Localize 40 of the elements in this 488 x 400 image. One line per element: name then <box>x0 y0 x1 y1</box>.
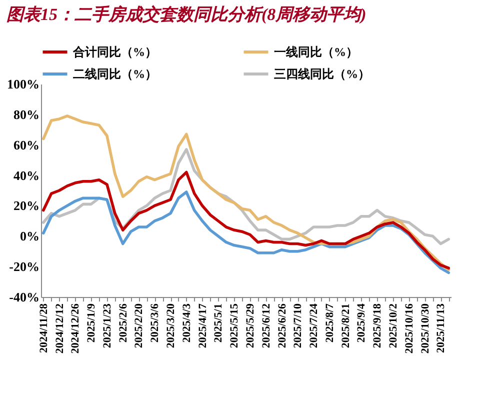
x-tick-label: 2025/1/23 <box>101 303 114 348</box>
x-tick-label: 2025/9/4 <box>356 303 368 343</box>
y-tick-label: 60% <box>14 137 40 152</box>
legend-label: 一线同比（%） <box>274 45 358 59</box>
x-tick-label: 2025/10/2 <box>387 303 400 348</box>
x-tick-label: 2025/4/3 <box>180 303 193 343</box>
x-tick-label: 2025/3/6 <box>149 303 162 343</box>
line-series <box>42 170 450 270</box>
y-tick-label: 20% <box>14 198 40 214</box>
x-tick-label: 2024/11/28 <box>38 303 50 354</box>
x-tick-label: 2025/11/13 <box>435 303 448 354</box>
y-tick-label: 0% <box>20 228 40 244</box>
x-tick-label: 2025/9/18 <box>372 303 384 348</box>
x-tick-label: 2025/7/24 <box>308 303 320 348</box>
y-tick-label: -40% <box>9 290 40 304</box>
y-tick-label: 100% <box>7 76 40 92</box>
x-tick-label: 2025/7/10 <box>292 303 304 348</box>
legend-label: 二线同比（%） <box>73 67 157 81</box>
legend-label: 合计同比（%） <box>72 45 157 59</box>
x-tick-label: 2025/8/7 <box>324 303 336 343</box>
x-tick-label: 2025/10/30 <box>419 303 432 354</box>
x-tick-label: 2025/4/17 <box>196 303 209 348</box>
y-tick-label: 80% <box>14 106 40 122</box>
legend-label: 三四线同比（%） <box>274 67 370 81</box>
x-tick-label: 2025/6/26 <box>276 303 288 348</box>
y-tick-label: 40% <box>14 168 40 183</box>
y-tick-label: -20% <box>9 259 40 274</box>
x-tick-label: 2025/10/16 <box>403 303 416 354</box>
x-tick-label: 2025/2/20 <box>133 303 146 348</box>
x-tick-label: 2025/2/6 <box>117 303 130 343</box>
x-tick-label: 2025/5/29 <box>244 303 256 348</box>
x-tick-label: 2024/12/12 <box>54 303 66 354</box>
x-tick-label: 2025/8/21 <box>340 304 352 348</box>
x-tick-label: 2025/6/12 <box>260 303 272 348</box>
x-tick-label: 2025/5/15 <box>228 303 241 348</box>
x-tick-label: 2025/1/9 <box>86 303 98 343</box>
x-tick-label: 2025/5/1 <box>212 304 225 343</box>
x-tick-label: 2025/3/20 <box>165 303 178 348</box>
chart-title: 图表15：二手房成交套数同比分析(8周移动平均) <box>6 5 366 24</box>
x-tick-label: 2024/12/26 <box>70 303 82 354</box>
